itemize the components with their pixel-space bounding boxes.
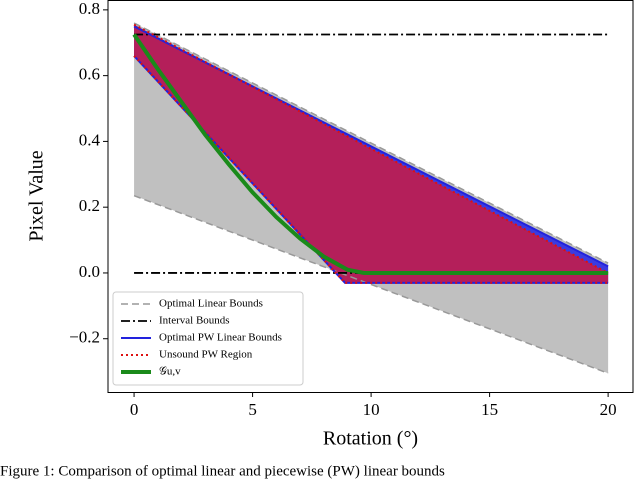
series-line [133,25,609,268]
caption: Figure 1: Comparison of optimal linear a… [0,463,445,479]
legend-label: 𝒢u,v [159,366,181,378]
series-line [133,55,609,284]
x-tick-label: 0 [130,400,139,419]
legend-label: Unsound PW Region [159,349,253,361]
x-tick-label: 10 [363,400,380,419]
region-fill [134,24,609,283]
legend-box [112,291,304,386]
y-tick-label: 0.8 [79,0,100,18]
series-line [133,22,609,264]
legend-label: Interval Bounds [159,315,230,327]
series-line [133,194,609,374]
y-tick-label: 0.6 [79,65,100,84]
y-tick-label: 0.0 [79,262,100,281]
y-tick-label: 0.2 [79,196,100,215]
legend-label: Optimal Linear Bounds [159,298,263,310]
plot-frame [107,0,634,393]
x-axis-label: Rotation (°) [323,428,418,450]
series-line [132,33,609,275]
series-line [133,23,609,274]
x-tick-label: 20 [600,400,617,419]
x-tick-label: 5 [248,400,257,419]
plot-area [132,22,609,374]
legend-label: Optimal PW Linear Bounds [159,332,282,344]
y-tick-label: 0.4 [79,130,101,149]
y-axis-label: Pixel Value [26,150,48,241]
y-tick-label: −0.2 [69,328,100,347]
x-tick-label: 15 [481,400,498,419]
